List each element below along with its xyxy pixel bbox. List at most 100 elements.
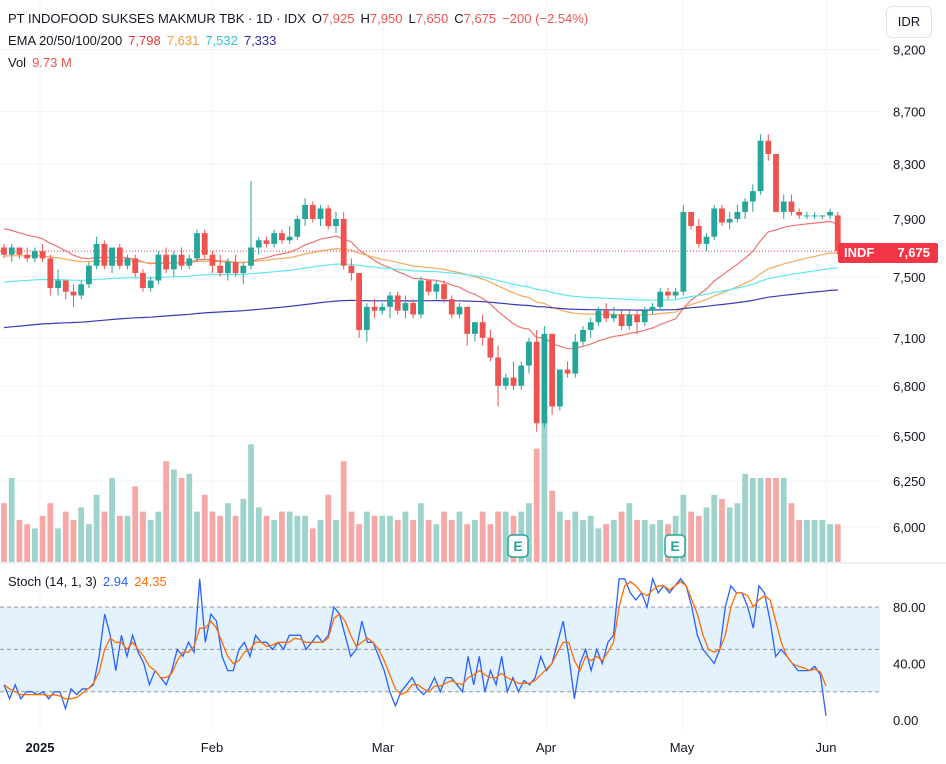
candle-body (39, 251, 46, 259)
ema20-value: 7,798 (128, 33, 161, 48)
symbol-legend[interactable]: PT INDOFOOD SUKSES MAKMUR TBK · 1D · IDX… (8, 11, 588, 27)
candle-body (564, 369, 571, 374)
volume-bar (1, 503, 7, 562)
candle-body (387, 295, 393, 307)
candle-body (333, 218, 339, 227)
candle-body (742, 201, 749, 212)
volume-bar (333, 520, 339, 562)
symbol-title: PT INDOFOOD SUKSES MAKMUR TBK · 1D · IDX (8, 11, 306, 26)
volume-bar (402, 511, 409, 562)
candle-body (101, 243, 108, 266)
candle-body (317, 208, 324, 219)
time-tick-label: Apr (536, 740, 557, 755)
volume-bar (711, 494, 718, 562)
candle-body (86, 265, 92, 285)
candle-body (116, 247, 123, 266)
candle-body (294, 218, 301, 237)
candle-body (394, 295, 401, 311)
candle-body (47, 258, 54, 288)
price-tick-label: 6,500 (893, 429, 926, 444)
candle-body (271, 233, 278, 244)
volume-bar (726, 507, 733, 562)
volume-bar (340, 461, 347, 562)
volume-legend[interactable]: Vol 9.73 M (8, 55, 72, 71)
stoch-k-line (3, 576, 827, 716)
volume-bar (533, 448, 540, 562)
currency-button[interactable]: IDR (886, 6, 932, 38)
candle-body (765, 140, 772, 154)
volume-bar (279, 511, 285, 562)
candle-body (55, 280, 61, 288)
candle-body (147, 280, 154, 288)
candle-body (325, 208, 332, 227)
volume-bar (688, 511, 694, 562)
time-axis[interactable]: 2025 Feb Mar Apr May Jun (26, 740, 837, 755)
volume-bar (217, 515, 224, 562)
stoch-axis[interactable]: 80.00 40.00 0.00 (893, 600, 926, 728)
volume-bar (325, 494, 332, 562)
candle-body (31, 251, 38, 259)
volume-bar (556, 511, 563, 562)
volume-bars (1, 419, 841, 562)
volume-bar (564, 520, 571, 562)
volume-bar (827, 524, 833, 562)
candle-body (132, 258, 139, 274)
price-tick-label: 7,900 (893, 212, 926, 227)
volume-bar (595, 528, 602, 562)
volume-bar (464, 524, 471, 562)
volume-bar (433, 524, 440, 562)
time-tick-label: Feb (201, 740, 223, 755)
volume-bar (240, 499, 247, 562)
close-label: C (454, 11, 464, 26)
candle-body (448, 299, 455, 315)
candle-body (472, 322, 478, 334)
candle-body (286, 236, 293, 241)
price-tick-label: 7,100 (893, 331, 926, 346)
candle-body (371, 306, 378, 311)
volume-bar (788, 503, 795, 562)
candle-body (78, 284, 85, 296)
candle-body (178, 254, 185, 266)
candle-body (665, 291, 671, 296)
volume-bar (580, 520, 586, 562)
stoch-d-value: 24.35 (134, 574, 167, 589)
candle-body (263, 240, 270, 244)
candle-body (549, 333, 556, 407)
volume-bar (749, 478, 756, 562)
volume-bar (271, 520, 278, 562)
candle-body (796, 211, 803, 216)
time-tick-label: Mar (372, 740, 395, 755)
volume-bar (116, 515, 123, 562)
volume-bar (93, 494, 100, 562)
candle-body (649, 306, 656, 311)
candle-body (595, 310, 602, 323)
volume-bar (147, 520, 154, 562)
close-value: 7,675 (463, 11, 497, 26)
ema-label: EMA 20/50/100/200 (8, 33, 123, 48)
volume-bar (317, 520, 324, 562)
volume-bar (572, 511, 579, 562)
candle-body (719, 208, 725, 223)
stoch-tick-label: 80.00 (893, 600, 926, 615)
volume-bar (734, 503, 741, 562)
volume-bar (549, 490, 556, 562)
volume-bar (765, 478, 772, 562)
volume-bar (587, 515, 594, 562)
candle-body (834, 215, 841, 252)
price-tick-label: 6,000 (893, 520, 926, 535)
candle-body (441, 284, 447, 300)
volume-bar (39, 515, 46, 562)
stoch-legend[interactable]: Stoch (14, 1, 3) 2.94 24.35 (8, 574, 167, 590)
volume-bar (796, 520, 803, 562)
candle-body (641, 310, 648, 323)
volume-bar (649, 524, 656, 562)
volume-bar (24, 524, 31, 562)
candle-body (788, 201, 795, 212)
price-axis[interactable]: 9,200 8,700 8,300 7,900 7,500 7,100 6,800 6,500… (893, 42, 926, 535)
candle-body (695, 226, 702, 244)
ema-legend[interactable]: EMA 20/50/100/200 7,798 7,631 7,532 7,333 (8, 33, 276, 49)
candle-body (803, 215, 810, 217)
volume-bar (803, 520, 810, 562)
